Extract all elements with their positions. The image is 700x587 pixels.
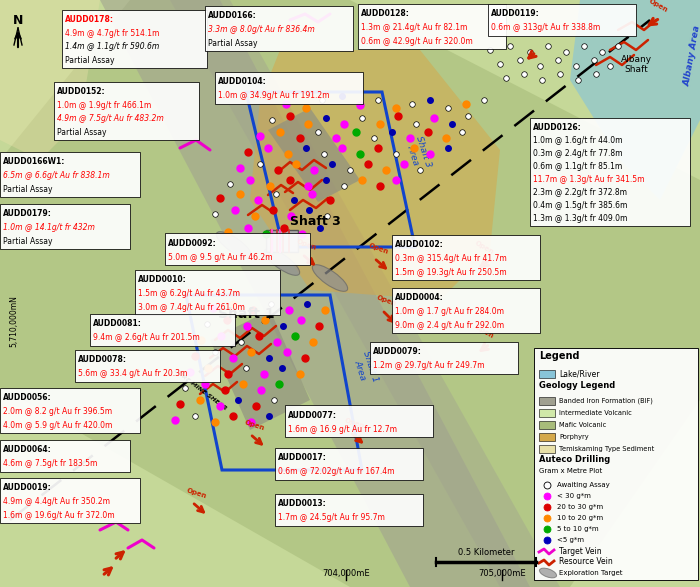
Text: 2.0m @ 8.2 g/t Au fr 396.5m: 2.0m @ 8.2 g/t Au fr 396.5m	[3, 407, 112, 416]
Text: Open: Open	[376, 294, 398, 307]
Bar	[165, 233, 310, 265]
Bar	[530, 118, 690, 226]
Text: AUDD0010:: AUDD0010:	[138, 275, 187, 284]
Bar	[358, 4, 506, 49]
Text: 5,710,000mN: 5,710,000mN	[10, 295, 18, 347]
Text: AUDD0077:: AUDD0077:	[288, 410, 337, 420]
Text: 0.5 Kilometer: 0.5 Kilometer	[458, 548, 514, 557]
Text: 0.6m @ 313g/t Au fr 338.8m: 0.6m @ 313g/t Au fr 338.8m	[491, 23, 601, 32]
Text: 0.3m @ 315.4g/t Au fr 41.7m: 0.3m @ 315.4g/t Au fr 41.7m	[395, 254, 507, 263]
Text: 0.6m @ 42.9g/t Au fr 320.0m: 0.6m @ 42.9g/t Au fr 320.0m	[361, 36, 472, 46]
Text: 0.6m @ 72.02g/t Au fr 167.4m: 0.6m @ 72.02g/t Au fr 167.4m	[278, 467, 395, 477]
Bar	[392, 288, 540, 333]
Bar	[539, 421, 555, 429]
Bar	[534, 348, 698, 580]
Text: Albany
Shaft: Albany Shaft	[620, 55, 652, 74]
Text: Albany Area: Albany Area	[683, 25, 700, 87]
Text: Gram x Metre Plot: Gram x Metre Plot	[539, 468, 602, 474]
Text: 6.5m @ 6.6g/t Au fr 838.1m: 6.5m @ 6.6g/t Au fr 838.1m	[3, 171, 110, 180]
Bar	[370, 342, 518, 374]
Text: Open: Open	[368, 242, 390, 255]
Text: AUDD0179:: AUDD0179:	[3, 210, 52, 218]
Text: Partial Assay: Partial Assay	[57, 128, 106, 137]
Text: AUDD0056:: AUDD0056:	[3, 393, 52, 402]
Text: AUDD0079:: AUDD0079:	[373, 348, 422, 356]
Text: AUDD0166W1:: AUDD0166W1:	[3, 157, 65, 166]
Text: 5 to 10 g*m: 5 to 10 g*m	[557, 526, 598, 532]
Text: Open: Open	[648, 0, 669, 13]
Text: Temiskaming Type Sediment: Temiskaming Type Sediment	[559, 446, 655, 452]
Text: 10 to 20 g*m: 10 to 20 g*m	[557, 515, 603, 521]
Text: 0.6m @ 1.1g/t fr 85.1m: 0.6m @ 1.1g/t fr 85.1m	[533, 162, 622, 171]
Text: Open: Open	[344, 417, 365, 429]
Text: Lake/River: Lake/River	[559, 369, 599, 379]
Text: 1.3m @ 1.3g/t fr 409.0m: 1.3m @ 1.3g/t fr 409.0m	[533, 214, 627, 223]
Ellipse shape	[216, 232, 252, 258]
Text: Partial Assay: Partial Assay	[208, 39, 258, 48]
Text: AUDD0019:: AUDD0019:	[3, 483, 52, 492]
Text: 4.9m @ 4.7g/t fr 514.1m: 4.9m @ 4.7g/t fr 514.1m	[65, 29, 160, 38]
Polygon shape	[268, 108, 360, 202]
Text: Auteco Drilling: Auteco Drilling	[539, 455, 610, 464]
Text: AUDD0119:: AUDD0119:	[491, 9, 540, 19]
Bar	[539, 409, 555, 417]
Bar	[62, 10, 207, 68]
Text: 0.3m @ 2.4g/t fr 77.8m: 0.3m @ 2.4g/t fr 77.8m	[533, 149, 622, 158]
Text: Open: Open	[244, 419, 266, 431]
Bar	[488, 4, 636, 36]
Bar	[54, 82, 199, 140]
Ellipse shape	[540, 568, 557, 578]
Text: AUDD0081:: AUDD0081:	[93, 319, 142, 329]
Text: AUDD0017:: AUDD0017:	[278, 454, 327, 463]
Text: 1.5m @ 19.3g/t Au fr 250.5m: 1.5m @ 19.3g/t Au fr 250.5m	[395, 268, 507, 276]
Text: Shaft 1
Area: Shaft 1 Area	[351, 350, 379, 387]
Bar	[0, 388, 140, 433]
Text: AUDD0004:: AUDD0004:	[395, 294, 444, 302]
Text: AUDD0128:: AUDD0128:	[361, 9, 410, 18]
Bar	[275, 494, 423, 526]
Text: AUDD0078:: AUDD0078:	[78, 356, 127, 365]
Text: 20 to 30 g*m: 20 to 30 g*m	[557, 504, 603, 510]
Text: 4.6m @ 7.5g/t fr 183.5m: 4.6m @ 7.5g/t fr 183.5m	[3, 460, 97, 468]
Ellipse shape	[312, 265, 348, 291]
Polygon shape	[0, 0, 100, 160]
Text: Shaft 1: Shaft 1	[218, 307, 274, 321]
Text: 1.0m @ 14.1g/t fr 432m: 1.0m @ 14.1g/t fr 432m	[3, 223, 95, 232]
Text: AUDD0013:: AUDD0013:	[278, 500, 327, 508]
Bar	[539, 370, 555, 378]
Text: AUDD0152:: AUDD0152:	[57, 87, 106, 96]
Text: 1.6m @ 16.9 g/t Au fr 12.7m: 1.6m @ 16.9 g/t Au fr 12.7m	[288, 424, 397, 434]
Polygon shape	[210, 310, 310, 430]
Text: N: N	[13, 14, 23, 26]
Text: AUDD0166:: AUDD0166:	[208, 11, 257, 21]
Text: 1.6m @ 19.6g/t Au fr 372.0m: 1.6m @ 19.6g/t Au fr 372.0m	[3, 511, 115, 519]
Text: 705,000mE: 705,000mE	[478, 569, 526, 578]
Text: Resource Vein: Resource Vein	[559, 558, 612, 566]
Text: Mafic Volcanic: Mafic Volcanic	[559, 422, 606, 428]
Text: 1.0m @ 1.6g/t fr 44.0m: 1.0m @ 1.6g/t fr 44.0m	[533, 136, 622, 145]
Bar	[275, 448, 423, 480]
Bar	[539, 397, 555, 405]
Text: Partial Assay: Partial Assay	[3, 237, 52, 246]
Text: 704,000mE: 704,000mE	[322, 569, 370, 578]
Bar	[266, 230, 298, 252]
Text: Intermediate Volcanic: Intermediate Volcanic	[559, 410, 631, 416]
Text: 11.7m @ 1.3g/t Au fr 341.5m: 11.7m @ 1.3g/t Au fr 341.5m	[533, 175, 645, 184]
Bar	[0, 204, 130, 249]
Text: CORE MINE SHEAR: CORE MINE SHEAR	[172, 367, 228, 411]
Text: 1.7m @ 24.5g/t Au fr 95.7m: 1.7m @ 24.5g/t Au fr 95.7m	[278, 514, 385, 522]
Text: Legend: Legend	[539, 351, 580, 361]
Text: 1.4m @ 1.1g/t fr 590.6m: 1.4m @ 1.1g/t fr 590.6m	[65, 42, 160, 51]
Polygon shape	[100, 0, 530, 587]
Bar	[539, 445, 555, 453]
Bar	[75, 350, 220, 382]
Text: AUDD0092:: AUDD0092:	[168, 238, 217, 248]
Text: 4.9m @ 7.5g/t Au fr 483.2m: 4.9m @ 7.5g/t Au fr 483.2m	[57, 114, 164, 123]
Bar	[392, 235, 540, 280]
Text: 1.3m @ 21.4g/t Au fr 82.1m: 1.3m @ 21.4g/t Au fr 82.1m	[361, 23, 468, 32]
Bar	[0, 478, 140, 523]
Text: Exploration Target: Exploration Target	[559, 570, 622, 576]
Text: < 30 g*m: < 30 g*m	[557, 493, 591, 499]
